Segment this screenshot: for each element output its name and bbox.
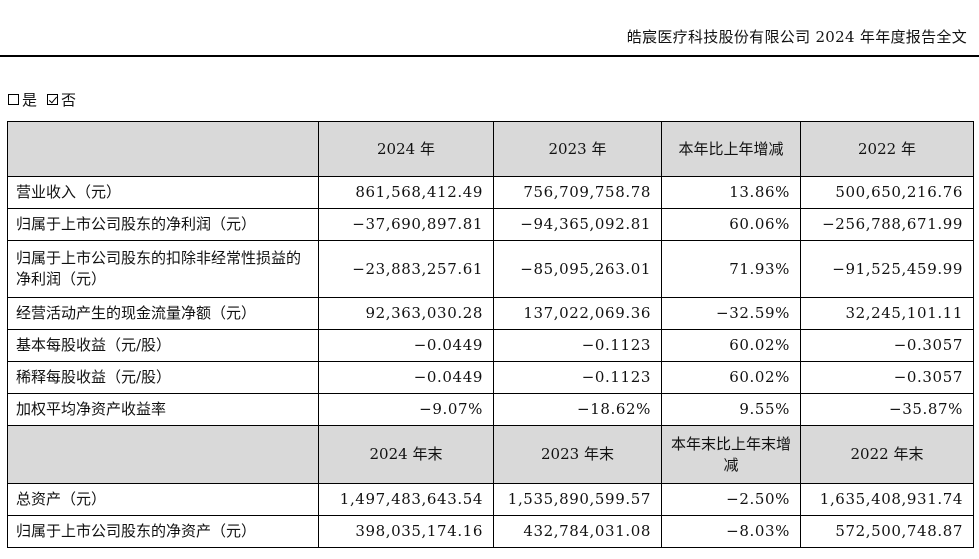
- cell-change: 60.02%: [661, 361, 801, 394]
- cell-2022: 500,650,216.76: [800, 176, 974, 209]
- cell-2024: −23,883,257.61: [318, 240, 494, 298]
- cell-2022: −0.3057: [800, 329, 974, 362]
- option-yes[interactable]: 是: [8, 89, 37, 110]
- subheader-cell-blank: [7, 425, 319, 484]
- table-row: 归属于上市公司股东的净利润（元） −37,690,897.81 −94,365,…: [7, 208, 974, 241]
- key-financial-table: 2024 年 2023 年 本年比上年增减 2022 年 营业收入（元） 861…: [7, 121, 974, 548]
- cell-change: 13.86%: [661, 176, 801, 209]
- cell-2023: −0.1123: [493, 329, 662, 362]
- option-yes-label: 是: [22, 91, 38, 109]
- option-no-label: 否: [61, 91, 77, 109]
- row-label: 归属于上市公司股东的净利润（元）: [7, 208, 319, 241]
- cell-2023: −85,095,263.01: [493, 240, 662, 298]
- row-label: 基本每股收益（元/股）: [7, 329, 319, 362]
- option-no[interactable]: 否: [47, 89, 76, 110]
- cell-2024: −9.07%: [318, 393, 494, 426]
- retro-adjust-options: 是 否: [8, 89, 86, 110]
- table-row: 加权平均净资产收益率 −9.07% −18.62% 9.55% −35.87%: [7, 393, 974, 426]
- cell-2022: −35.87%: [800, 393, 974, 426]
- table-row: 基本每股收益（元/股） −0.0449 −0.1123 60.02% −0.30…: [7, 329, 974, 362]
- cell-change: 60.06%: [661, 208, 801, 241]
- cell-2024-end: 398,035,174.16: [318, 515, 494, 548]
- subheader-cell-2024-end: 2024 年末: [318, 425, 494, 484]
- cell-change: 71.93%: [661, 240, 801, 298]
- cell-2023: 756,709,758.78: [493, 176, 662, 209]
- cell-2023: 137,022,069.36: [493, 297, 662, 330]
- row-label: 经营活动产生的现金流量净额（元）: [7, 297, 319, 330]
- header-cell-change: 本年比上年增减: [661, 121, 801, 177]
- header-cell-blank: [7, 121, 319, 177]
- cell-2024: 861,568,412.49: [318, 176, 494, 209]
- cell-change: 60.02%: [661, 329, 801, 362]
- cell-2024: −0.0449: [318, 329, 494, 362]
- row-label: 归属于上市公司股东的扣除非经常性损益的净利润（元）: [7, 240, 319, 298]
- cell-2024: −37,690,897.81: [318, 208, 494, 241]
- cell-2023: −18.62%: [493, 393, 662, 426]
- header-cell-2022: 2022 年: [800, 121, 974, 177]
- table-row: 经营活动产生的现金流量净额（元） 92,363,030.28 137,022,0…: [7, 297, 974, 330]
- cell-change: −8.03%: [661, 515, 801, 548]
- row-label: 加权平均净资产收益率: [7, 393, 319, 426]
- table-row: 归属于上市公司股东的净资产（元） 398,035,174.16 432,784,…: [7, 515, 974, 548]
- cell-2024: 92,363,030.28: [318, 297, 494, 330]
- cell-2023-end: 1,535,890,599.57: [493, 483, 662, 516]
- table-row: 营业收入（元） 861,568,412.49 756,709,758.78 13…: [7, 176, 974, 209]
- row-label: 归属于上市公司股东的净资产（元）: [7, 515, 319, 548]
- row-label: 营业收入（元）: [7, 176, 319, 209]
- cell-2022-end: 1,635,408,931.74: [800, 483, 974, 516]
- subheader-cell-change: 本年末比上年末增减: [661, 425, 801, 484]
- table-row: 归属于上市公司股东的扣除非经常性损益的净利润（元） −23,883,257.61…: [7, 240, 974, 298]
- cell-2024: −0.0449: [318, 361, 494, 394]
- row-label: 总资产（元）: [7, 483, 319, 516]
- cell-2023: −0.1123: [493, 361, 662, 394]
- cell-2022: 32,245,101.11: [800, 297, 974, 330]
- cell-2022: −0.3057: [800, 361, 974, 394]
- subheader-cell-2023-end: 2023 年末: [493, 425, 662, 484]
- cell-change: 9.55%: [661, 393, 801, 426]
- cell-change: −2.50%: [661, 483, 801, 516]
- subheader-cell-2022-end: 2022 年末: [800, 425, 974, 484]
- checkbox-yes-icon[interactable]: [8, 94, 19, 105]
- cell-2023-end: 432,784,031.08: [493, 515, 662, 548]
- table-header-row: 2024 年 2023 年 本年比上年增减 2022 年: [7, 121, 974, 177]
- table-row: 稀释每股收益（元/股） −0.0449 −0.1123 60.02% −0.30…: [7, 361, 974, 394]
- cell-2022: −91,525,459.99: [800, 240, 974, 298]
- table-row: 总资产（元） 1,497,483,643.54 1,535,890,599.57…: [7, 483, 974, 516]
- cell-change: −32.59%: [661, 297, 801, 330]
- checkbox-no-checked-icon[interactable]: [47, 94, 59, 105]
- cell-2022-end: 572,500,748.87: [800, 515, 974, 548]
- header-cell-2023: 2023 年: [493, 121, 662, 177]
- cell-2023: −94,365,092.81: [493, 208, 662, 241]
- table-subheader-row: 2024 年末 2023 年末 本年末比上年末增减 2022 年末: [7, 425, 974, 484]
- row-label: 稀释每股收益（元/股）: [7, 361, 319, 394]
- header-divider: [0, 55, 979, 57]
- header-cell-2024: 2024 年: [318, 121, 494, 177]
- cell-2022: −256,788,671.99: [800, 208, 974, 241]
- cell-2024-end: 1,497,483,643.54: [318, 483, 494, 516]
- report-header-title: 皓宸医疗科技股份有限公司 2024 年年度报告全文: [626, 28, 967, 46]
